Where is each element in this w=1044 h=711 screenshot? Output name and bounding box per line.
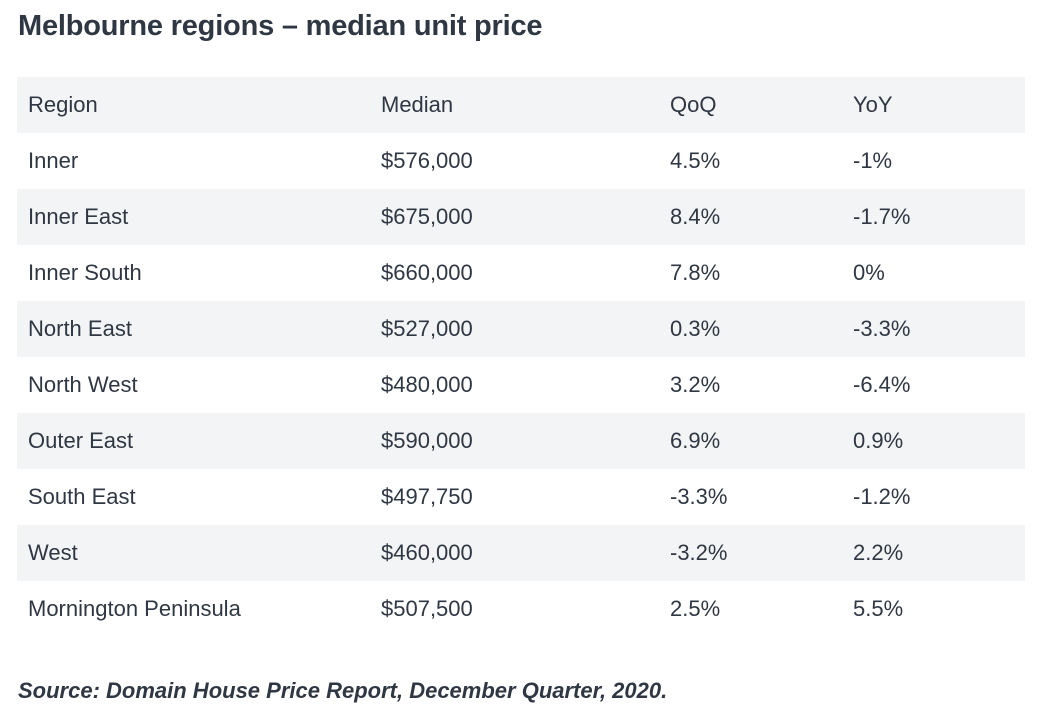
cell-qoq: -3.3% [670,484,728,509]
cell-yoy: -1.7% [853,204,911,229]
cell-qoq: 8.4% [670,204,721,229]
cell-qoq: 0.3% [670,316,721,341]
cell-median: $527,000 [381,316,473,341]
cell-median: $497,750 [381,484,473,509]
source-caption: Source: Domain House Price Report, Decem… [18,678,668,703]
cell-qoq: 2.5% [670,596,721,621]
cell-region: Outer East [28,428,134,453]
cell-yoy: -6.4% [853,372,911,397]
table-row: West $460,000 -3.2% 2.2% [17,525,1025,581]
cell-yoy: -3.3% [853,316,911,341]
cell-median: $507,500 [381,596,473,621]
cell-median: $480,000 [381,372,473,397]
column-header-region: Region [28,92,98,117]
table-row: North West $480,000 3.2% -6.4% [17,357,1025,413]
table-row: Mornington Peninsula $507,500 2.5% 5.5% [17,581,1025,637]
column-header-qoq: QoQ [670,92,717,117]
cell-qoq: 7.8% [670,260,721,285]
cell-yoy: -1% [853,148,893,173]
page-title: Melbourne regions – median unit price [18,10,543,42]
cell-median: $460,000 [381,540,473,565]
table-row: Inner $576,000 4.5% -1% [17,133,1025,189]
cell-qoq: -3.2% [670,540,728,565]
table-header-row: Region Median QoQ YoY [17,77,1025,133]
cell-yoy: 0.9% [853,428,904,453]
cell-qoq: 6.9% [670,428,721,453]
table-row: North East $527,000 0.3% -3.3% [17,301,1025,357]
median-unit-price-table: Region Median QoQ YoY Inner $576,000 4.5… [17,77,1025,637]
cell-region: Mornington Peninsula [28,596,241,621]
table-row: Inner East $675,000 8.4% -1.7% [17,189,1025,245]
cell-yoy: 5.5% [853,596,904,621]
cell-yoy: -1.2% [853,484,911,509]
cell-median: $675,000 [381,204,473,229]
cell-region: Inner South [28,260,142,285]
table-row: Inner South $660,000 7.8% 0% [17,245,1025,301]
cell-yoy: 0% [853,260,885,285]
cell-median: $590,000 [381,428,473,453]
cell-median: $660,000 [381,260,473,285]
cell-qoq: 4.5% [670,148,721,173]
cell-region: Inner [28,148,79,173]
cell-yoy: 2.2% [853,540,904,565]
cell-region: North East [28,316,132,341]
cell-region: West [28,540,78,565]
cell-region: Inner East [28,204,129,229]
column-header-yoy: YoY [853,92,893,117]
cell-region: South East [28,484,136,509]
column-header-median: Median [381,92,454,117]
table-row: Outer East $590,000 6.9% 0.9% [17,413,1025,469]
cell-region: North West [28,372,138,397]
cell-median: $576,000 [381,148,473,173]
cell-qoq: 3.2% [670,372,721,397]
table-row: South East $497,750 -3.3% -1.2% [17,469,1025,525]
